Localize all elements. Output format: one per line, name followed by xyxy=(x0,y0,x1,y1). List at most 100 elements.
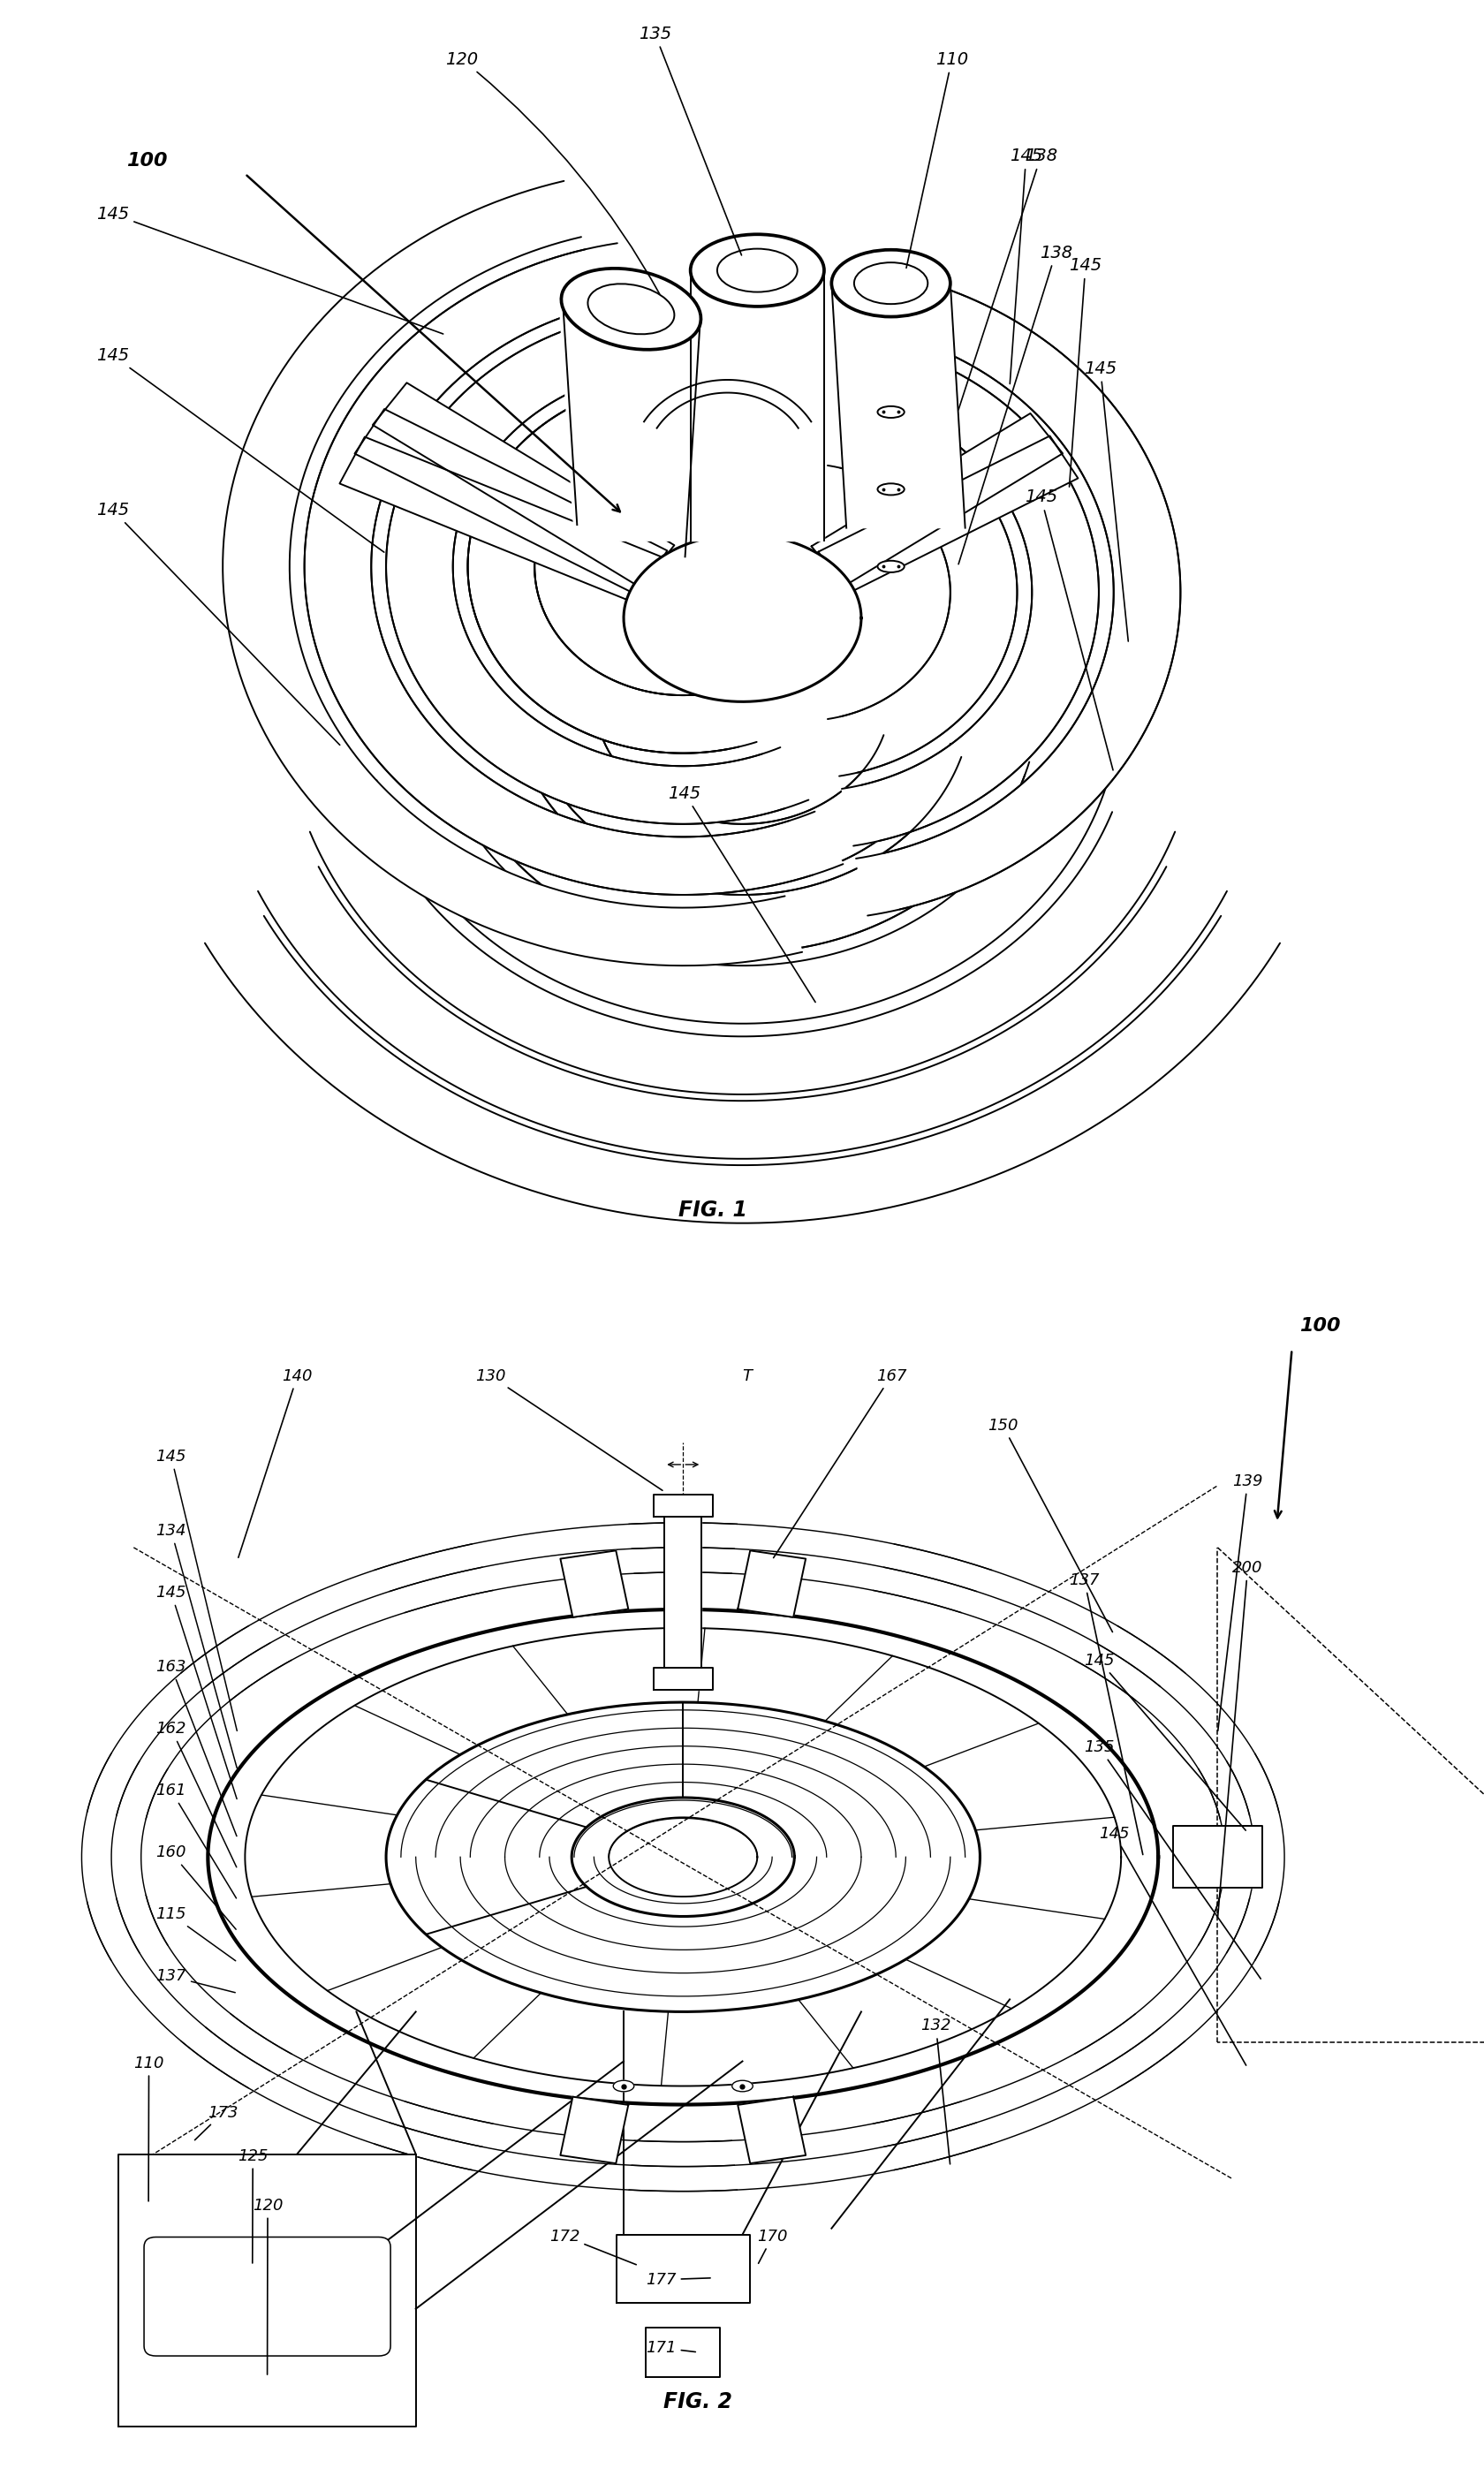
Text: 161: 161 xyxy=(156,1783,236,1899)
Text: 120: 120 xyxy=(252,2199,283,2374)
Text: 135: 135 xyxy=(1083,1741,1260,1978)
Text: 145: 145 xyxy=(96,347,384,552)
Text: 145: 145 xyxy=(1098,1827,1245,2065)
Polygon shape xyxy=(534,728,950,881)
Ellipse shape xyxy=(588,285,674,334)
Ellipse shape xyxy=(877,483,904,495)
Text: 100: 100 xyxy=(1298,1317,1340,1335)
Text: 167: 167 xyxy=(773,1369,907,1557)
Text: 134: 134 xyxy=(156,1523,237,1768)
Polygon shape xyxy=(304,250,812,894)
Text: 130: 130 xyxy=(475,1369,662,1491)
Text: FIG. 1: FIG. 1 xyxy=(678,1201,746,1221)
Ellipse shape xyxy=(732,2080,752,2092)
Ellipse shape xyxy=(561,267,700,349)
Text: 145: 145 xyxy=(1083,1654,1245,1830)
Ellipse shape xyxy=(853,262,928,305)
Polygon shape xyxy=(616,2233,749,2303)
Text: 172: 172 xyxy=(549,2228,635,2266)
Text: 160: 160 xyxy=(156,1845,236,1929)
Text: 145: 145 xyxy=(1024,488,1113,770)
Text: 138: 138 xyxy=(957,245,1071,565)
Polygon shape xyxy=(646,2327,720,2377)
Polygon shape xyxy=(467,386,739,753)
Text: 140: 140 xyxy=(239,1369,313,1557)
Text: 200: 200 xyxy=(1217,1560,1263,1916)
Polygon shape xyxy=(304,243,843,894)
Text: 145: 145 xyxy=(156,1448,237,1731)
Text: 100: 100 xyxy=(126,151,168,171)
Polygon shape xyxy=(827,409,1017,775)
Ellipse shape xyxy=(717,248,797,292)
Polygon shape xyxy=(355,409,666,594)
Polygon shape xyxy=(738,2097,806,2164)
Text: 163: 163 xyxy=(156,1659,236,1837)
Polygon shape xyxy=(840,411,1017,773)
Text: 145: 145 xyxy=(1083,359,1128,641)
Text: 177: 177 xyxy=(646,2273,709,2288)
Text: 173: 173 xyxy=(194,2105,239,2139)
Text: 137: 137 xyxy=(1068,1572,1143,1855)
Polygon shape xyxy=(377,765,1107,1023)
Ellipse shape xyxy=(877,560,904,572)
Text: 162: 162 xyxy=(156,1721,236,1867)
Polygon shape xyxy=(818,436,1077,594)
Polygon shape xyxy=(372,384,674,587)
Text: 171: 171 xyxy=(646,2340,695,2355)
Polygon shape xyxy=(653,1669,712,1689)
Polygon shape xyxy=(738,1550,806,1617)
Polygon shape xyxy=(690,270,824,540)
Ellipse shape xyxy=(613,2080,634,2092)
Polygon shape xyxy=(467,384,757,753)
Polygon shape xyxy=(881,277,1180,909)
Polygon shape xyxy=(340,436,660,604)
Polygon shape xyxy=(559,2097,628,2164)
Text: 120: 120 xyxy=(445,52,659,295)
Text: 137: 137 xyxy=(156,1968,234,1993)
Ellipse shape xyxy=(831,250,950,317)
Polygon shape xyxy=(653,1496,712,1515)
Text: 125: 125 xyxy=(237,2149,269,2263)
Text: 145: 145 xyxy=(1068,258,1101,488)
Text: 138: 138 xyxy=(959,149,1057,409)
Polygon shape xyxy=(855,270,1180,916)
Polygon shape xyxy=(386,317,784,825)
Polygon shape xyxy=(258,867,1226,1159)
Text: 139: 139 xyxy=(1217,1473,1263,1731)
Polygon shape xyxy=(460,758,1024,953)
Polygon shape xyxy=(861,344,1098,842)
Text: 132: 132 xyxy=(920,2018,951,2164)
Text: 145: 145 xyxy=(1009,149,1042,384)
Polygon shape xyxy=(841,339,1098,847)
Polygon shape xyxy=(119,2154,416,2426)
Text: 145: 145 xyxy=(668,785,815,1003)
Ellipse shape xyxy=(690,235,824,307)
Polygon shape xyxy=(571,1798,794,1916)
Text: 115: 115 xyxy=(156,1907,236,1961)
Text: 110: 110 xyxy=(905,52,968,267)
Text: FIG. 2: FIG. 2 xyxy=(663,2392,732,2412)
Polygon shape xyxy=(310,812,1174,1094)
Text: 145: 145 xyxy=(96,206,442,334)
Text: 145: 145 xyxy=(156,1585,236,1800)
Polygon shape xyxy=(559,310,702,540)
Text: T: T xyxy=(742,1369,752,1384)
Text: 110: 110 xyxy=(134,2055,165,2201)
Polygon shape xyxy=(386,312,809,825)
Polygon shape xyxy=(559,1550,628,1617)
Polygon shape xyxy=(831,282,965,527)
Polygon shape xyxy=(665,1515,700,1669)
Text: 135: 135 xyxy=(638,25,741,255)
Text: 150: 150 xyxy=(987,1419,1112,1632)
Polygon shape xyxy=(456,748,1028,953)
Polygon shape xyxy=(223,181,801,966)
Polygon shape xyxy=(386,1703,979,2011)
Ellipse shape xyxy=(877,406,904,418)
Text: 170: 170 xyxy=(757,2228,788,2263)
Polygon shape xyxy=(810,413,1063,587)
FancyBboxPatch shape xyxy=(144,2238,390,2357)
Text: 145: 145 xyxy=(96,503,340,745)
Polygon shape xyxy=(467,389,727,753)
Polygon shape xyxy=(623,535,861,701)
Polygon shape xyxy=(537,735,947,881)
